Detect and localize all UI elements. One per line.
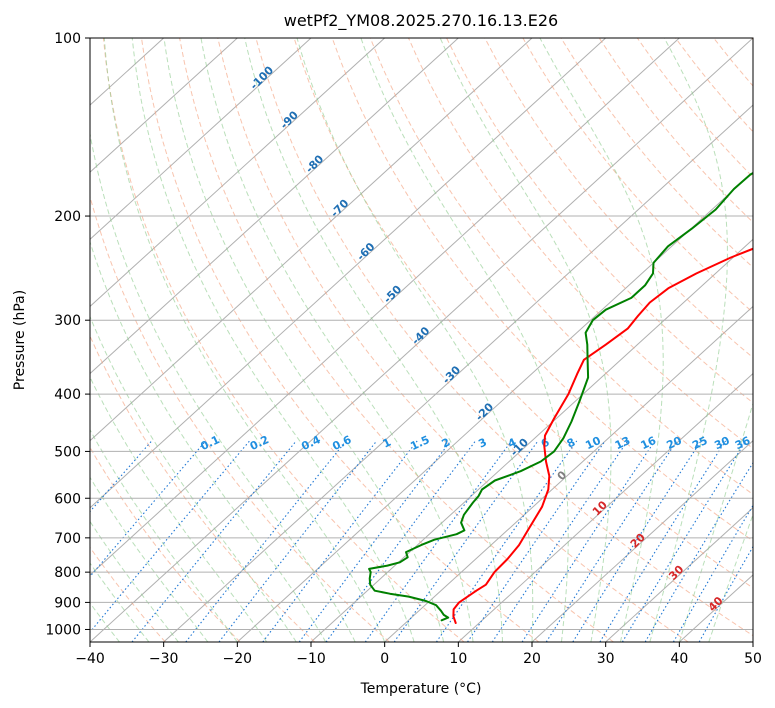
mixing-ratio-line bbox=[90, 440, 153, 513]
mixing-ratio-label: 10 bbox=[583, 434, 603, 452]
moist-adiabat-line bbox=[244, 38, 503, 642]
isotherm-line bbox=[90, 38, 607, 509]
x-tick-label: 20 bbox=[523, 651, 541, 667]
y-tick-label: 500 bbox=[54, 444, 81, 460]
pressure-grid bbox=[90, 38, 753, 630]
mixing-ratio-label: 25 bbox=[690, 434, 709, 452]
isotherm-line bbox=[90, 38, 238, 173]
mixing-ratio-line bbox=[325, 440, 476, 642]
moist-adiabat-line bbox=[90, 315, 297, 642]
moist-adiabat-line bbox=[163, 38, 445, 642]
isotherm-line bbox=[90, 38, 533, 442]
dry-adiabat-line bbox=[522, 38, 753, 314]
moist-adiabat-line bbox=[90, 376, 268, 642]
mixing-ratio-line bbox=[90, 440, 251, 633]
mixing-ratio-line bbox=[644, 461, 753, 642]
y-tick-label: 200 bbox=[54, 209, 81, 225]
mixing-ratio-line bbox=[572, 440, 702, 642]
mixing-ratio-label: 36 bbox=[733, 434, 753, 452]
isotherm-line bbox=[90, 38, 753, 642]
moist-adiabat-line bbox=[90, 428, 238, 642]
moist-adiabat-line bbox=[539, 38, 664, 642]
moist-adiabat-line bbox=[649, 38, 728, 642]
dry-adiabat-line bbox=[369, 38, 753, 496]
x-axis: −40 −30 −20 −10 0 10 20 30 40 50 bbox=[75, 642, 762, 667]
isotherm-line bbox=[90, 38, 386, 308]
mixing-ratio-line bbox=[599, 440, 727, 642]
mixing-ratio-line bbox=[491, 440, 629, 642]
mixing-ratio-label: 30 bbox=[712, 434, 732, 452]
moist-adiabat-line bbox=[90, 130, 356, 642]
isotherm-line bbox=[90, 38, 680, 576]
x-tick-label: 0 bbox=[380, 651, 389, 667]
y-tick-label: 900 bbox=[54, 595, 81, 611]
x-tick-label: 40 bbox=[670, 651, 688, 667]
mixing-ratio-line bbox=[521, 440, 656, 642]
mixing-ratio-line bbox=[298, 440, 452, 642]
mixing-ratio-line bbox=[698, 545, 753, 642]
isotherm-line bbox=[531, 439, 753, 642]
moist-adiabat-line bbox=[678, 401, 753, 642]
y-axis-label: Pressure (hPa) bbox=[12, 290, 28, 390]
moist-adiabat-line bbox=[360, 38, 569, 642]
plot-frame bbox=[89, 37, 754, 643]
y-tick-label: 100 bbox=[54, 31, 81, 47]
x-tick-label: 30 bbox=[597, 651, 615, 667]
x-tick-label: −10 bbox=[296, 651, 326, 667]
moist-adiabat-line bbox=[131, 38, 415, 642]
mixing-ratio-line bbox=[621, 440, 747, 642]
dry-adiabat-line bbox=[90, 446, 241, 642]
dry-adiabat-line bbox=[293, 38, 753, 589]
isotherm-line bbox=[90, 38, 459, 375]
x-tick-label: −40 bbox=[75, 651, 105, 667]
isotherm-line bbox=[236, 171, 753, 642]
moist-adiabat-line bbox=[90, 240, 327, 642]
background-lines bbox=[90, 38, 753, 642]
mixing-ratio-label: 16 bbox=[639, 434, 659, 452]
y-tick-label: 700 bbox=[54, 531, 81, 547]
moist-adiabat-line bbox=[200, 38, 474, 642]
chart-title: wetPf2_YM08.2025.270.16.13.E26 bbox=[284, 11, 558, 31]
dry-adiabat-line bbox=[255, 38, 753, 637]
isotherm-line bbox=[457, 372, 753, 642]
mixing-ratio-line bbox=[672, 504, 753, 642]
x-tick-label: −30 bbox=[149, 651, 179, 667]
y-tick-label: 400 bbox=[54, 387, 81, 403]
isotherm-line bbox=[605, 507, 753, 642]
y-tick-label: 800 bbox=[54, 565, 81, 581]
x-tick-label: −20 bbox=[223, 651, 253, 667]
dry-adiabat-line bbox=[141, 38, 540, 642]
x-axis-label: Temperature (°C) bbox=[360, 681, 482, 697]
isotherm-line bbox=[384, 305, 753, 642]
dry-adiabat-line bbox=[217, 38, 689, 642]
mixing-ratio-line bbox=[218, 440, 378, 642]
x-tick-label: 10 bbox=[449, 651, 467, 667]
mixing-ratio-line bbox=[545, 440, 678, 642]
dewpoint-profile-line bbox=[368, 172, 753, 622]
y-tick-label: 1000 bbox=[45, 622, 81, 638]
isotherm-line bbox=[310, 238, 753, 642]
mixing-ratio-label: 13 bbox=[613, 434, 632, 452]
x-tick-label: 50 bbox=[744, 651, 762, 667]
isotherm-line bbox=[90, 38, 312, 241]
dry-adiabat-line bbox=[179, 38, 614, 642]
mixing-ratio-line bbox=[131, 440, 297, 642]
dry-adiabat-line bbox=[90, 334, 316, 642]
moist-adiabat-line bbox=[90, 562, 150, 642]
y-tick-label: 600 bbox=[54, 491, 81, 507]
moist-adiabat-line bbox=[439, 38, 612, 642]
profile-series bbox=[368, 172, 753, 624]
mixing-ratio-label: 20 bbox=[664, 434, 684, 452]
mixing-ratio-line bbox=[364, 440, 512, 642]
y-axis: 100 200 300 400 500 600 700 800 900 1000 bbox=[45, 31, 90, 638]
dry-adiabat-line bbox=[446, 38, 753, 404]
temperature-profile-line bbox=[452, 247, 753, 624]
y-tick-label: 300 bbox=[54, 313, 81, 329]
dry-adiabat-line bbox=[102, 38, 465, 642]
mixing-ratio-line bbox=[467, 440, 606, 642]
moist-adiabat-line bbox=[296, 38, 534, 642]
